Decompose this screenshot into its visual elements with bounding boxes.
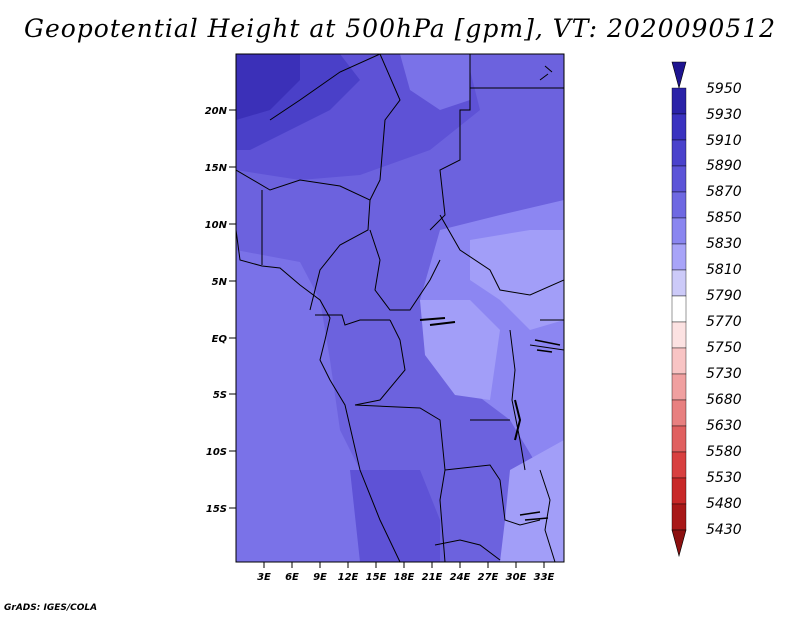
colorbar-label: 5890 <box>706 158 742 174</box>
colorbar-cell <box>671 243 687 271</box>
lon-label: 9E <box>313 572 327 583</box>
lon-label: 30E <box>506 572 527 583</box>
field-region-ne <box>400 54 470 110</box>
credit-label: GrADS: IGES/COLA <box>4 603 98 613</box>
colorbar-label: 5930 <box>706 107 742 123</box>
longitude-axis: 3E 6E 9E 12E 15E 18E 21E 24E 27E 30E 33E <box>257 562 555 583</box>
colorbar-label: 5790 <box>706 288 742 304</box>
lat-label: 15N <box>205 163 228 174</box>
colorbar-label: 5430 <box>706 522 742 538</box>
latitude-axis: 20N 15N 10N 5N EQ 5S 10S 15S <box>205 106 236 515</box>
map-frame <box>235 53 565 563</box>
colorbar-cells <box>671 87 687 531</box>
colorbar-label: 5950 <box>706 81 742 97</box>
lat-label: 5N <box>212 277 228 288</box>
lat-label: EQ <box>212 334 228 345</box>
colorbar-cell <box>671 373 687 401</box>
colorbar-cell <box>671 113 687 141</box>
lon-label: 33E <box>534 572 555 583</box>
field-region-congo-light <box>420 300 500 400</box>
lon-label: 18E <box>394 572 415 583</box>
colorbar-label: 5810 <box>706 262 742 278</box>
lon-label: 24E <box>450 572 471 583</box>
lon-label: 21E <box>422 572 443 583</box>
colorbar-label: 5680 <box>706 392 742 408</box>
colorbar-label: 5910 <box>706 133 742 149</box>
lat-label: 10N <box>205 220 228 231</box>
colorbar-cell <box>671 399 687 427</box>
lon-label: 12E <box>338 572 359 583</box>
lat-label: 15S <box>206 504 227 515</box>
colorbar-label: 5580 <box>706 444 742 460</box>
colorbar-cell <box>671 269 687 297</box>
colorbar-label: 5850 <box>706 210 742 226</box>
lat-label: 5S <box>213 390 227 401</box>
lon-label: 6E <box>285 572 299 583</box>
height-field <box>236 54 564 562</box>
borders <box>236 54 564 562</box>
colorbar-label: 5770 <box>706 314 742 330</box>
colorbar-top-triangle <box>671 61 687 90</box>
field-region-east-light <box>470 230 564 330</box>
colorbar-cell <box>671 503 687 531</box>
colorbar-label: 5530 <box>706 470 742 486</box>
colorbar-cell <box>671 295 687 323</box>
colorbar-cell <box>671 477 687 505</box>
lat-label: 10S <box>206 447 227 458</box>
colorbar-label: 5480 <box>706 496 742 512</box>
field-region-nw-darkest <box>236 54 300 120</box>
colorbar-labels: 5950 5930 5910 5890 5870 5850 5830 5810 … <box>706 81 742 538</box>
colorbar-cell <box>671 87 687 115</box>
lon-label: 15E <box>366 572 387 583</box>
colorbar-cell <box>671 451 687 479</box>
colorbar-cell <box>671 347 687 375</box>
lat-label: 20N <box>205 106 228 117</box>
colorbar-label: 5830 <box>706 236 742 252</box>
lon-label: 3E <box>257 572 271 583</box>
colorbar-cell <box>671 191 687 219</box>
colorbar-label: 5730 <box>706 366 742 382</box>
field-region-se <box>500 440 564 562</box>
lon-label: 27E <box>478 572 499 583</box>
chart-title: Geopotential Height at 500hPa [gpm], VT:… <box>23 14 777 43</box>
colorbar-cell <box>671 425 687 453</box>
colorbar-label: 5630 <box>706 418 742 434</box>
colorbar-cell <box>671 321 687 349</box>
colorbar-label: 5870 <box>706 184 742 200</box>
colorbar: 5950 5930 5910 5890 5870 5850 5830 5810 … <box>671 61 742 558</box>
colorbar-bottom-triangle <box>671 529 687 558</box>
colorbar-cell <box>671 139 687 167</box>
field-region-south-dark <box>350 470 440 562</box>
colorbar-cell <box>671 217 687 245</box>
colorbar-label: 5750 <box>706 340 742 356</box>
colorbar-cell <box>671 165 687 193</box>
